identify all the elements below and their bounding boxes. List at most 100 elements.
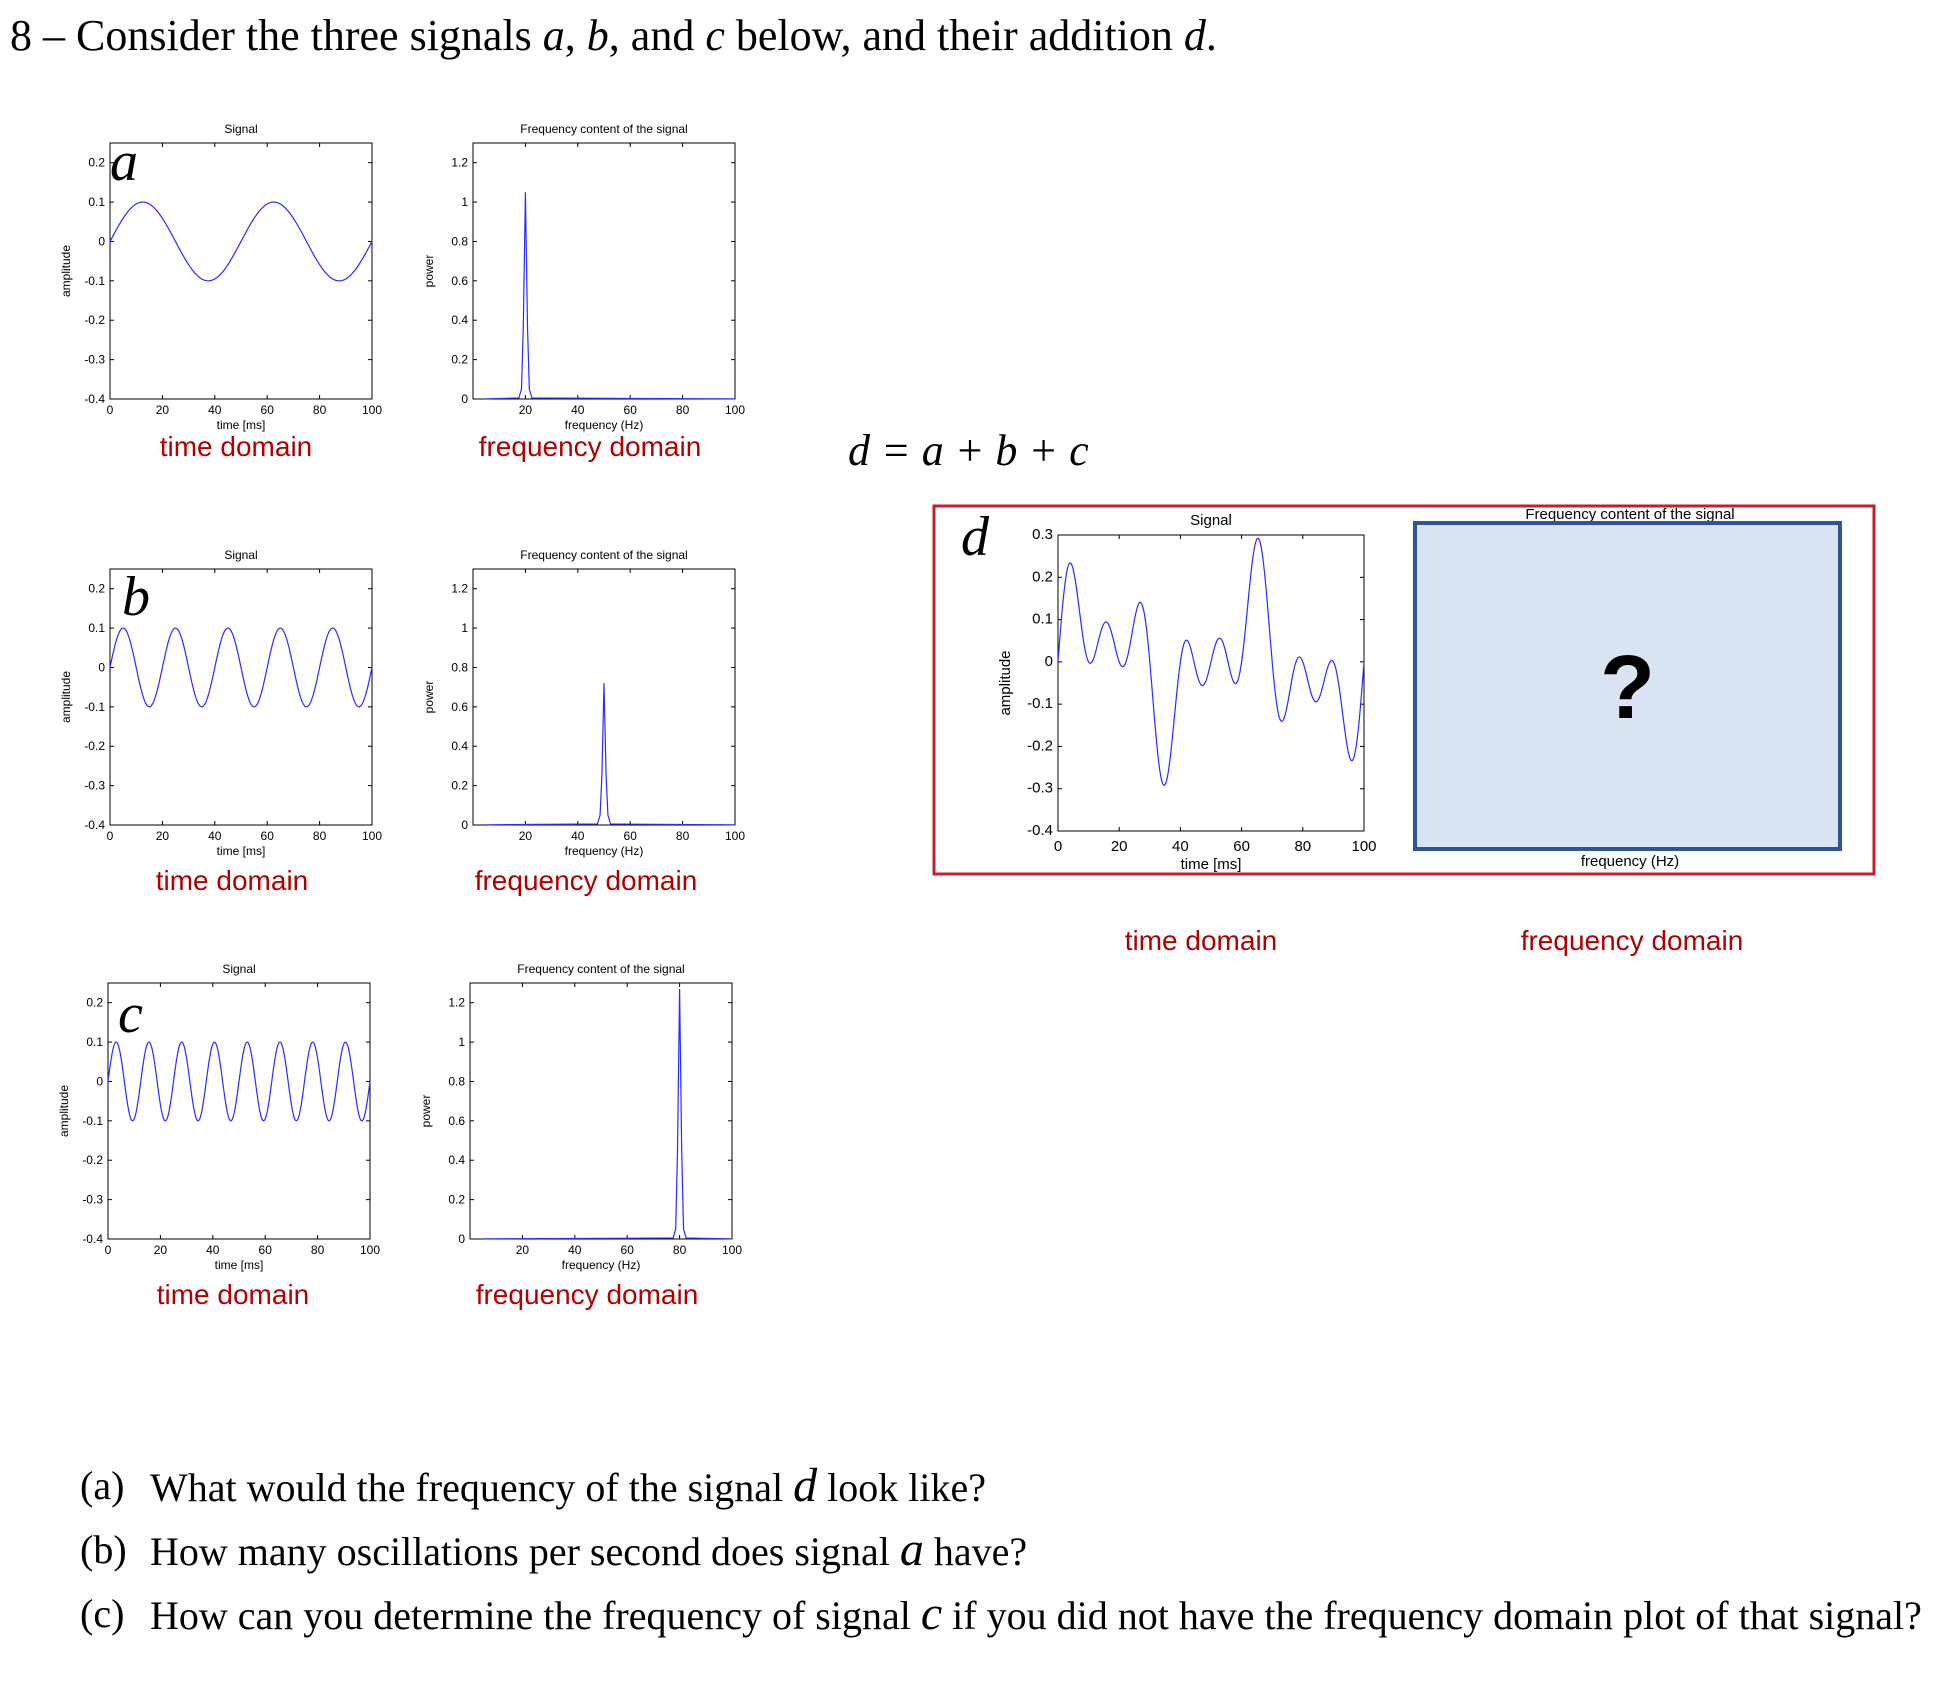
plot-frame <box>109 142 373 400</box>
y-tick-label: 0 <box>98 234 105 248</box>
x-axis-label: frequency (Hz) <box>562 1258 641 1272</box>
x-tick-label: 20 <box>156 829 170 843</box>
placeholder-title: Frequency content of the signal <box>1525 506 1734 523</box>
y-tick-label: 0.1 <box>86 1035 103 1049</box>
y-tick-label: 0.1 <box>88 195 105 209</box>
signal-letter: b <box>122 566 150 628</box>
y-tick-label: 0 <box>461 818 468 832</box>
y-tick-label: 0.6 <box>448 1114 465 1128</box>
question-text: How can you determine the frequency of s… <box>150 1583 1940 1647</box>
heading-text-1: Consider the three signals <box>76 11 532 60</box>
x-axis-label: time [ms] <box>217 844 266 858</box>
x-tick-label: 60 <box>624 403 638 417</box>
x-tick-label: 20 <box>154 1243 168 1257</box>
y-tick-label: 0.8 <box>448 1074 465 1088</box>
question-symbol: c <box>920 1587 943 1640</box>
x-tick-label: 60 <box>624 829 638 843</box>
y-tick-label: 0.2 <box>451 353 468 367</box>
series-line <box>107 1041 371 1122</box>
plot-title: Frequency content of the signal <box>520 122 687 136</box>
y-tick-label: 0.2 <box>86 996 103 1010</box>
y-tick-label: -0.3 <box>84 779 105 793</box>
x-tick-label: 0 <box>1054 838 1062 855</box>
y-tick-label: 0 <box>96 1074 103 1088</box>
y-tick-label: -0.4 <box>82 1232 103 1246</box>
x-tick-label: 0 <box>107 403 114 417</box>
y-tick-label: -0.3 <box>1027 780 1053 797</box>
y-tick-label: -0.4 <box>1027 822 1053 839</box>
y-tick-label: -0.4 <box>84 818 105 832</box>
y-axis-label: amplitude <box>59 671 73 723</box>
y-axis-label: amplitude <box>997 650 1014 715</box>
plot-title: Signal <box>224 548 257 562</box>
series-line <box>1057 537 1365 787</box>
signal-letter: a <box>110 131 138 193</box>
y-tick-label: 1.2 <box>451 582 468 596</box>
x-tick-label: 0 <box>107 829 114 843</box>
question-text-before: How can you determine the frequency of s… <box>150 1593 911 1638</box>
x-tick-label: 60 <box>1233 838 1250 855</box>
domain-caption: frequency domain <box>475 865 698 896</box>
x-tick-label: 40 <box>206 1243 220 1257</box>
plot-title: Frequency content of the signal <box>520 548 687 562</box>
y-tick-label: 0.6 <box>451 274 468 288</box>
x-tick-label: 80 <box>313 403 327 417</box>
y-axis-label: power <box>422 255 436 288</box>
y-tick-label: 0 <box>461 392 468 406</box>
x-tick-label: 100 <box>362 403 382 417</box>
y-tick-label: 1 <box>461 195 468 209</box>
y-axis-label: amplitude <box>57 1085 71 1137</box>
question-symbol: a <box>899 1523 924 1576</box>
y-tick-label: -0.2 <box>1027 737 1053 754</box>
heading-text-2: below, and their addition <box>735 11 1173 60</box>
plot-frame <box>109 568 373 826</box>
question-item-a: (a) What would the frequency of the sign… <box>80 1455 1940 1519</box>
question-number: 8 <box>10 11 32 60</box>
y-tick-label: 0.8 <box>451 660 468 674</box>
plot-frame <box>472 142 736 400</box>
question-letter: (c) <box>80 1591 125 1636</box>
y-tick-label: 0.4 <box>451 739 468 753</box>
y-tick-label: 0.3 <box>1032 526 1053 543</box>
series-line <box>486 192 736 400</box>
x-tick-label: 20 <box>519 829 533 843</box>
sum-equation: d = a + b + c <box>848 426 1089 475</box>
x-tick-label: 0 <box>105 1243 112 1257</box>
question-mark: ? <box>1600 638 1655 738</box>
x-tick-label: 80 <box>676 403 690 417</box>
y-tick-label: 0.2 <box>1032 568 1053 585</box>
x-tick-label: 40 <box>1172 838 1189 855</box>
y-tick-label: 0.2 <box>88 156 105 170</box>
heading-symbol-a: a <box>542 11 565 60</box>
question-text-before: What would the frequency of the signal <box>150 1465 784 1510</box>
domain-caption: frequency domain <box>479 431 702 462</box>
question-text: What would the frequency of the signal d… <box>150 1455 1940 1519</box>
unknown-spectrum-placeholder <box>1413 521 1842 851</box>
x-tick-label: 100 <box>1351 838 1376 855</box>
plot-frame <box>107 982 371 1240</box>
x-tick-label: 40 <box>571 829 585 843</box>
y-tick-label: 0.8 <box>451 234 468 248</box>
question-heading: 8 – Consider the three signals a, b, and… <box>10 10 1217 61</box>
y-tick-label: 0.1 <box>1032 611 1053 628</box>
x-tick-label: 40 <box>568 1243 582 1257</box>
y-axis-label: power <box>419 1095 433 1128</box>
y-tick-label: 0 <box>1045 653 1053 670</box>
x-tick-label: 80 <box>1294 838 1311 855</box>
plot-title: Signal <box>222 962 255 976</box>
domain-caption: frequency domain <box>1521 925 1744 956</box>
domain-caption: frequency domain <box>476 1279 699 1310</box>
x-tick-label: 20 <box>519 403 533 417</box>
x-tick-label: 100 <box>362 829 382 843</box>
domain-caption: time domain <box>1125 925 1278 956</box>
y-tick-label: 0 <box>458 1232 465 1246</box>
x-axis-label: frequency (Hz) <box>565 418 644 432</box>
heading-comma-1: , <box>564 11 576 60</box>
heading-dash: – <box>43 11 65 60</box>
y-tick-label: 0.2 <box>451 779 468 793</box>
y-tick-label: 0.2 <box>448 1193 465 1207</box>
series-line <box>109 627 373 708</box>
y-tick-label: -0.2 <box>82 1153 103 1167</box>
y-axis-label: amplitude <box>59 245 73 297</box>
